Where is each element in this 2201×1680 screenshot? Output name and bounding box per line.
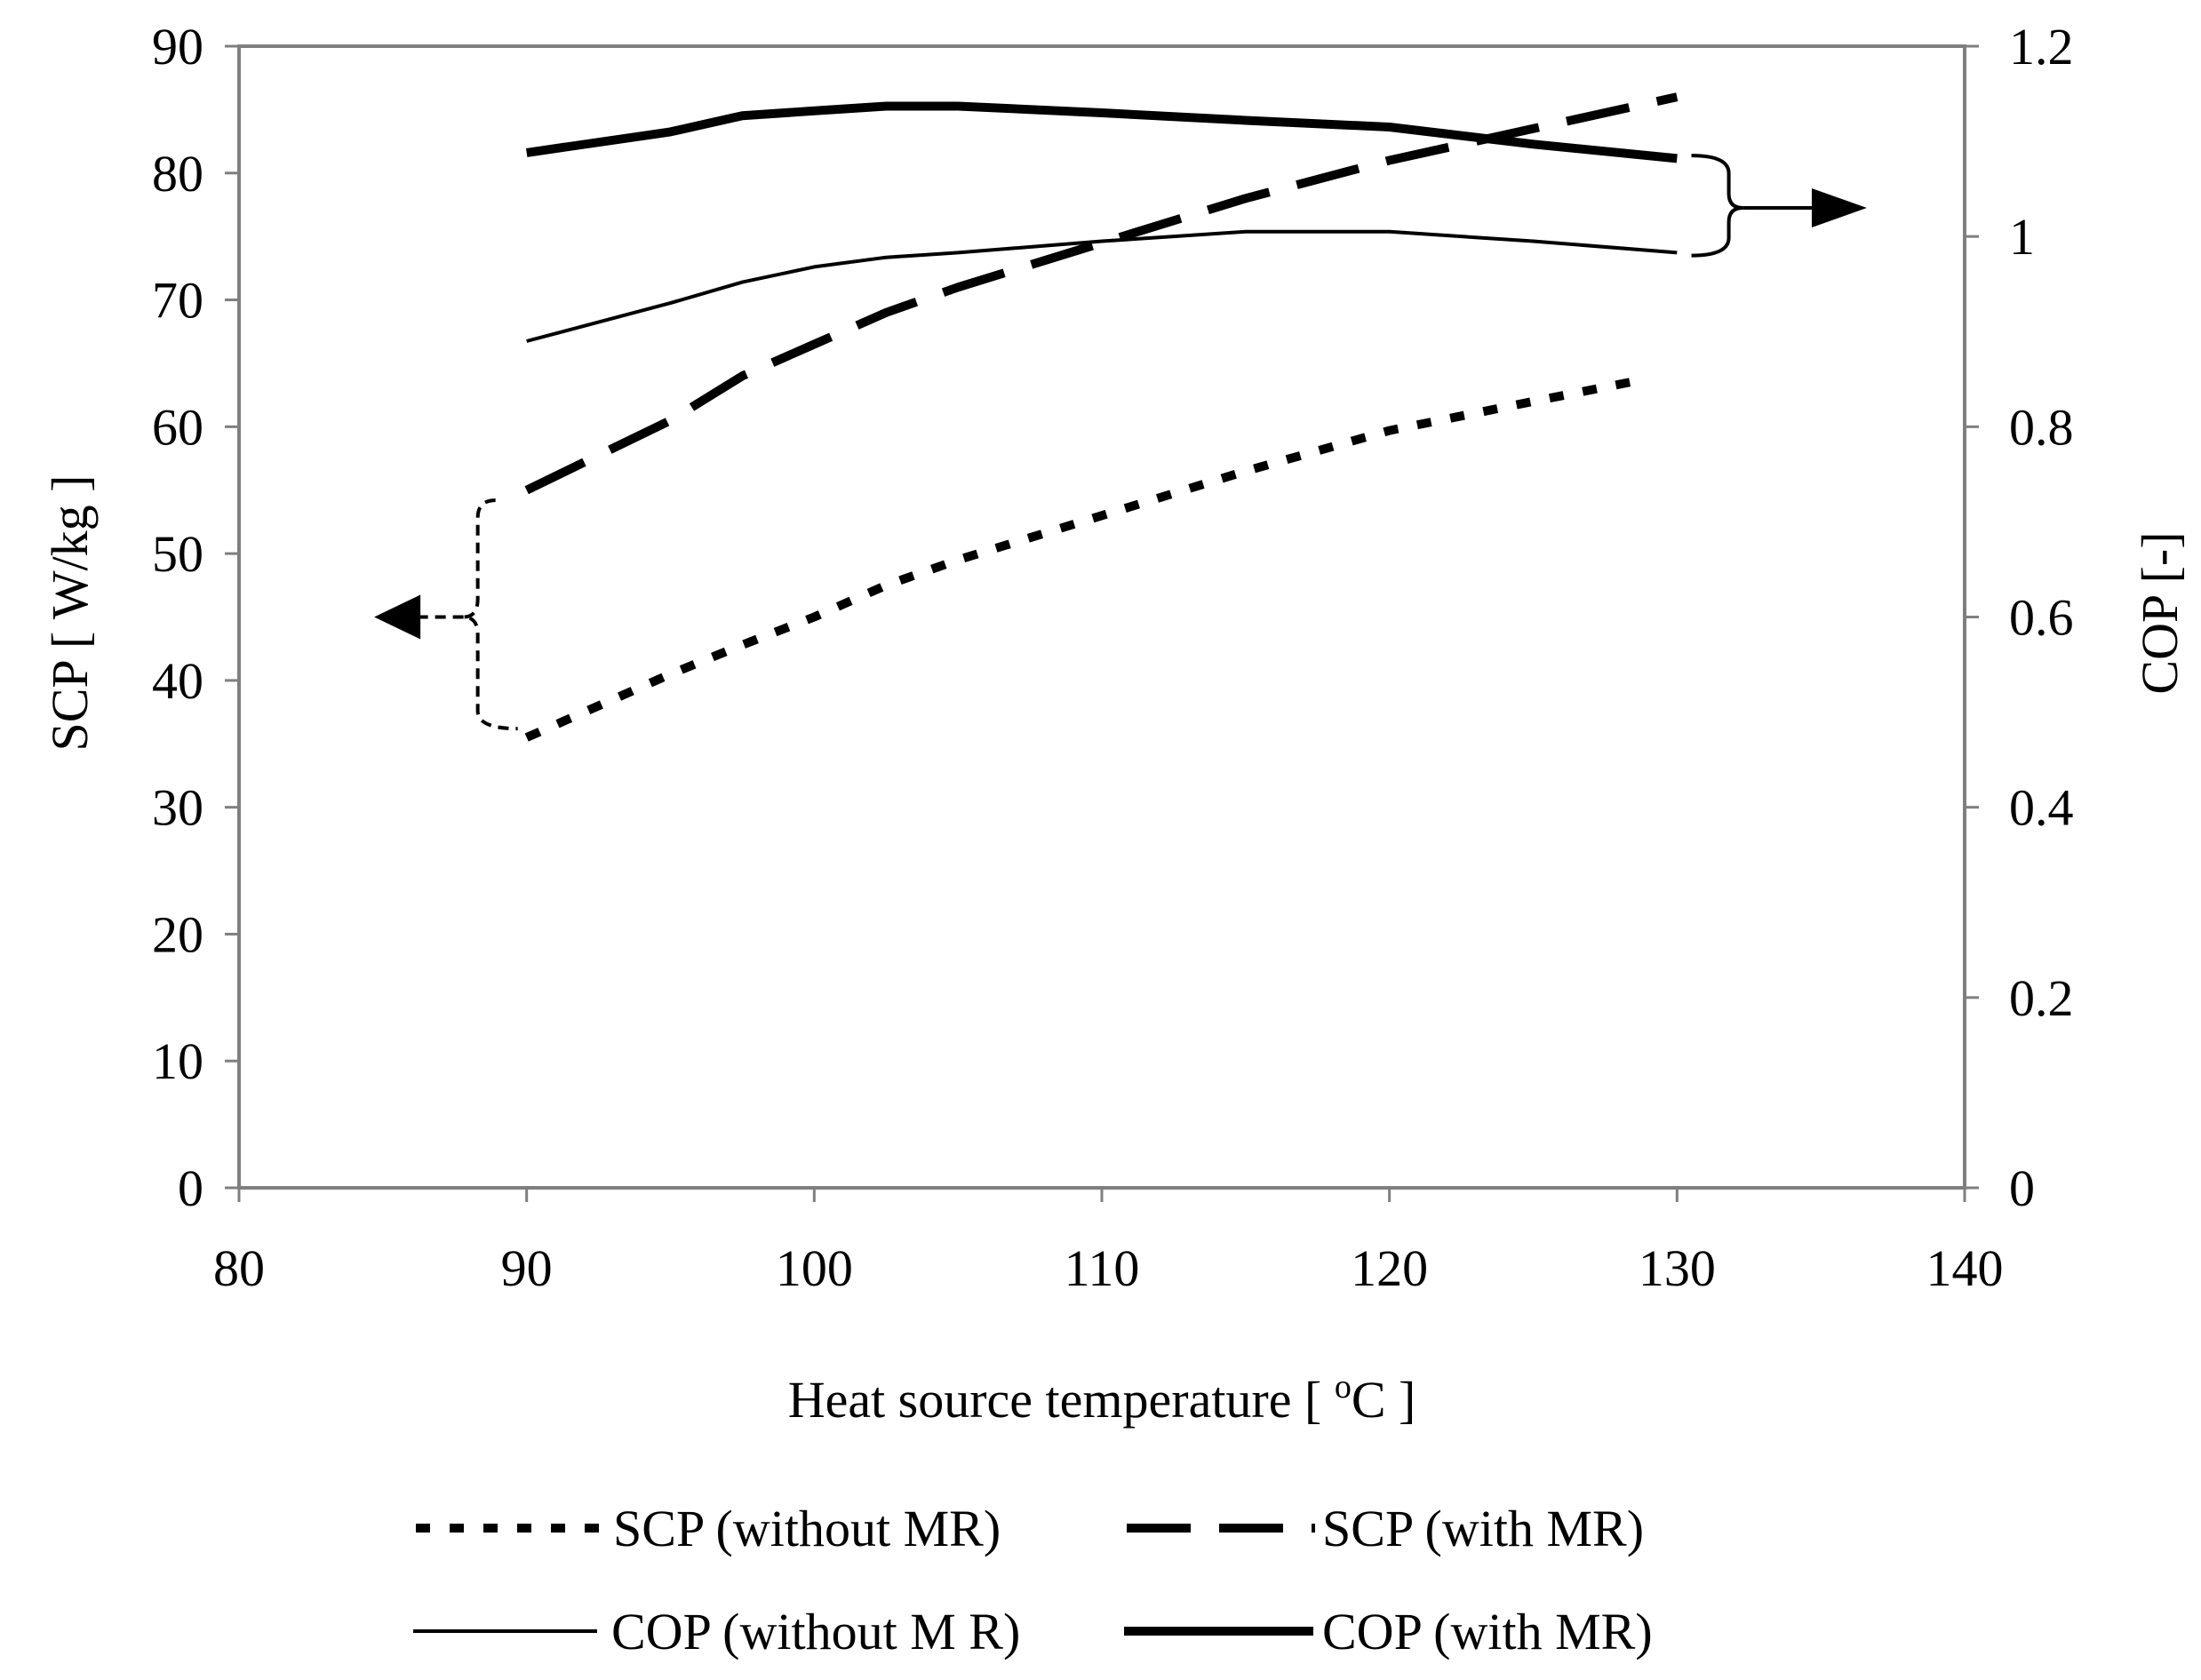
series-line-2 [526, 229, 1678, 343]
y-left-tick-label: 90 [152, 18, 203, 76]
x-tick-label: 130 [1639, 1239, 1716, 1297]
x-axis-title: Heat source temperature [ oC ] [788, 1368, 1416, 1429]
y-left-tick-label: 40 [152, 652, 203, 710]
left-arrow-head [374, 594, 421, 640]
x-tick-label: 140 [1926, 1239, 2004, 1297]
y-left-tick-label: 60 [152, 398, 203, 456]
legend: SCP (without MR) SCP (with MR) COP (with… [413, 1500, 1653, 1660]
y-left-tick-label: 20 [152, 905, 203, 963]
y-left-tick-label: 0 [178, 1159, 203, 1217]
y-right-tick-label: 1 [2009, 208, 2035, 266]
y-left-tick-label: 50 [152, 525, 203, 583]
legend-label-scp-with-mr: SCP (with MR) [1322, 1500, 1644, 1557]
series-line-0 [524, 374, 1649, 742]
x-tick-label: 80 [213, 1239, 265, 1297]
plot-frame [237, 44, 1966, 1190]
series-line-1 [524, 92, 1679, 495]
y-right-axis-title: COP [-] [2131, 531, 2189, 694]
right-brace [1691, 154, 1743, 258]
x-tick-label: 120 [1351, 1239, 1428, 1297]
legend-label-cop-without-mr: COP (without M R) [611, 1603, 1020, 1660]
x-tick-label: 110 [1065, 1239, 1140, 1297]
legend-label-cop-with-mr: COP (with MR) [1322, 1603, 1653, 1660]
y-right-tick-label: 0.8 [2009, 398, 2074, 456]
x-tick-label: 100 [776, 1239, 853, 1297]
series-line-3 [525, 101, 1678, 163]
y-right-tick-label: 1.2 [2009, 18, 2074, 76]
y-right-tick-label: 0.2 [2009, 969, 2074, 1027]
x-tick-label: 90 [501, 1239, 553, 1297]
right-arrow-head [1811, 188, 1867, 228]
y-left-tick-label: 30 [152, 779, 203, 837]
y-left-tick-label: 70 [152, 272, 203, 330]
y-right-tick-label: 0.6 [2009, 589, 2074, 647]
y-right-tick-label: 0.4 [2009, 779, 2074, 837]
y-left-tick-label: 80 [152, 145, 203, 203]
y-right-tick-label: 0 [2009, 1159, 2035, 1217]
left-brace [463, 498, 518, 731]
legend-label-scp-without-mr: SCP (without MR) [613, 1500, 1001, 1557]
y-left-axis-title: SCP [ W/kg ] [41, 475, 99, 752]
y-left-tick-label: 10 [152, 1032, 203, 1090]
